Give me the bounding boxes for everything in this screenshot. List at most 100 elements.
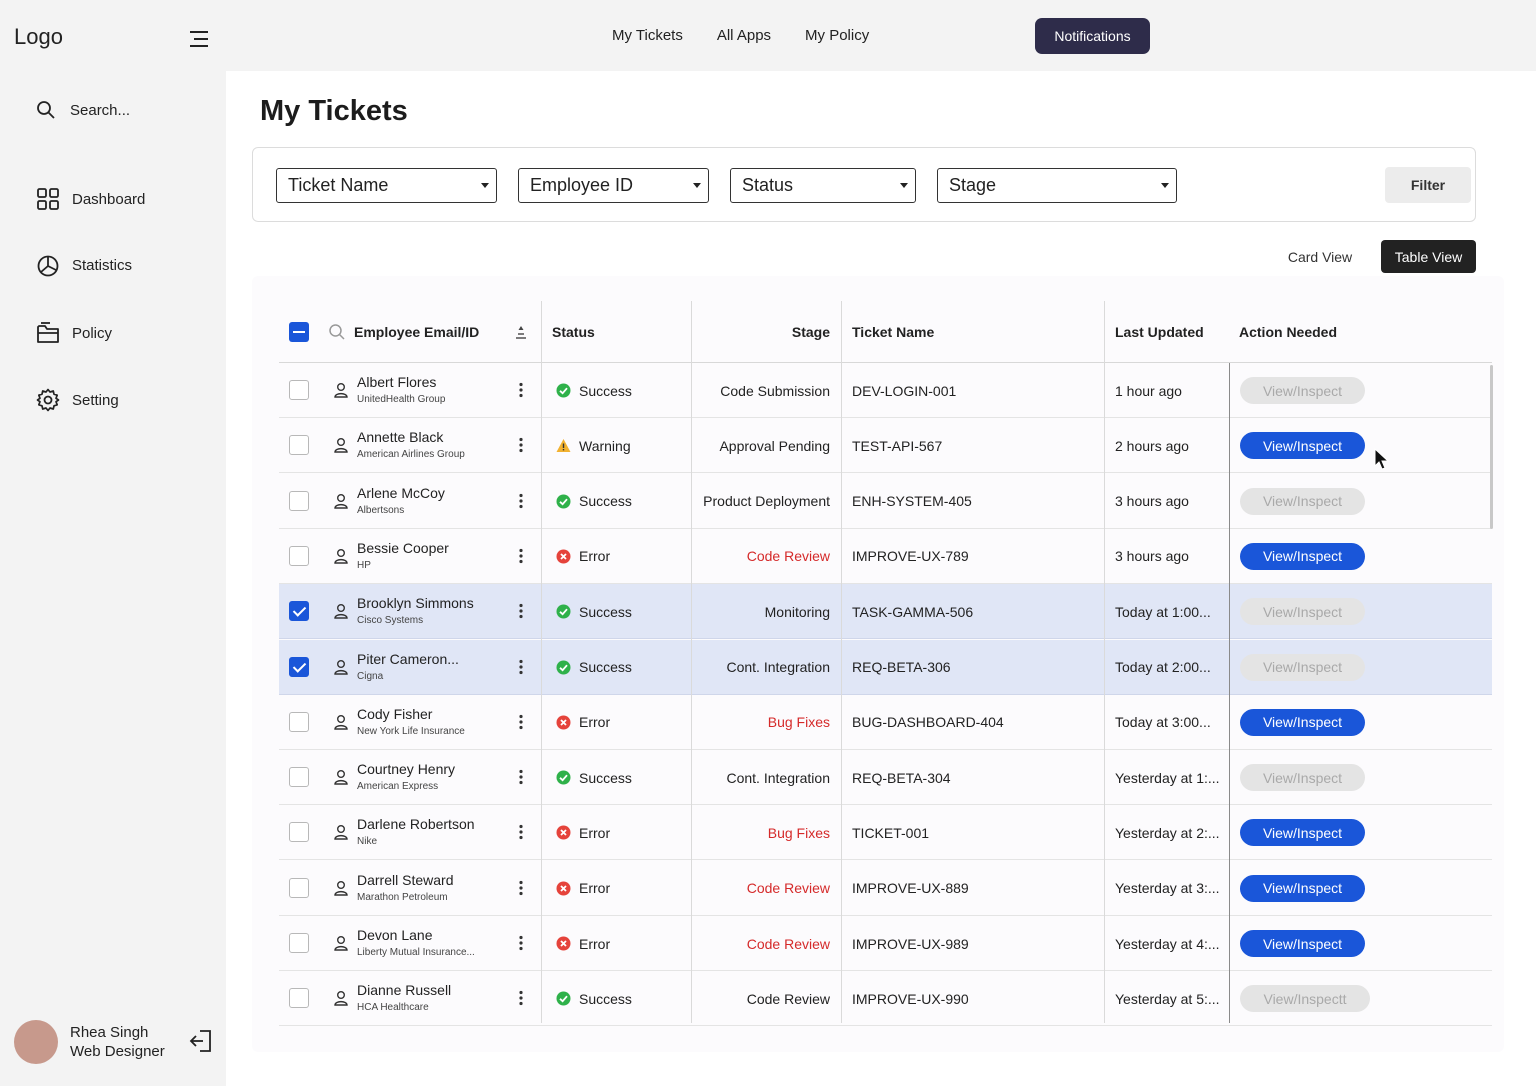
more-options-icon[interactable]: [519, 493, 523, 509]
user-icon: [334, 383, 348, 398]
header-stage[interactable]: Stage: [791, 324, 830, 340]
header-action-needed[interactable]: Action Needed: [1239, 324, 1338, 340]
table-row[interactable]: Courtney Henry American Express Success Con…: [279, 750, 1492, 806]
ticket-name: TEST-API-567: [852, 437, 943, 454]
user-profile[interactable]: Rhea Singh Web Designer: [14, 1020, 165, 1064]
search-icon[interactable]: [328, 323, 346, 341]
table-row[interactable]: Dianne Russell HCA Healthcare Success Code …: [279, 971, 1492, 1027]
view-inspect-button[interactable]: View/Inspect: [1240, 432, 1365, 460]
sidebar-item-policy[interactable]: Policy: [36, 321, 112, 345]
more-options-icon[interactable]: [519, 437, 523, 453]
logout-icon[interactable]: [188, 1028, 214, 1054]
table-row[interactable]: Darrell Steward Marathon Petroleum Error Co…: [279, 861, 1492, 916]
row-checkbox[interactable]: [289, 545, 309, 566]
employee-org: UnitedHealth Group: [357, 394, 446, 405]
view-inspect-button[interactable]: View/Inspect: [1240, 819, 1365, 847]
row-checkbox[interactable]: [289, 490, 309, 511]
view-inspect-button[interactable]: View/Inspect: [1240, 930, 1365, 957]
view-inspect-button[interactable]: View/Inspectt: [1240, 985, 1370, 1013]
view-inspect-button[interactable]: View/Inspect: [1240, 598, 1365, 626]
row-checkbox[interactable]: [289, 380, 309, 400]
more-options-icon[interactable]: [519, 714, 523, 730]
table-row[interactable]: Darlene Robertson Nike Error Bug Fixes TICKE…: [279, 805, 1492, 861]
row-checkbox[interactable]: [289, 767, 309, 788]
row-checkbox[interactable]: [289, 933, 309, 953]
user-icon: [334, 936, 348, 951]
filter-bar: Ticket Name Employee ID Status Stage Fil…: [252, 147, 1476, 222]
header-ticket-name[interactable]: Ticket Name: [852, 324, 935, 340]
table-row[interactable]: Arlene McCoy Albertsons Success Product Dep…: [279, 474, 1492, 529]
view-inspect-button[interactable]: View/Inspect: [1240, 653, 1365, 681]
tickets-table: Employee Email/ID Status Stage Ticket Na…: [252, 276, 1504, 1052]
table-row[interactable]: Devon Lane Liberty Mutual Insurance... Err…: [279, 916, 1492, 971]
view-inspect-button[interactable]: View/Inspect: [1240, 764, 1365, 792]
card-view-toggle[interactable]: Card View: [1287, 248, 1353, 265]
more-options-icon[interactable]: [519, 880, 523, 896]
ticket-name-select[interactable]: Ticket Name: [276, 168, 497, 203]
view-inspect-button[interactable]: View/Inspect: [1240, 874, 1365, 902]
employee-name: Courtney Henry: [357, 761, 456, 778]
last-updated: Yesterday at 4:...: [1115, 935, 1220, 952]
status-select[interactable]: Status: [730, 168, 916, 203]
stage-text: Monitoring: [764, 603, 830, 620]
more-options-icon[interactable]: [519, 769, 523, 785]
caret-down-icon: [481, 183, 489, 188]
employee-org: Marathon Petroleum: [357, 891, 448, 903]
table-header: Employee Email/ID Status Stage Ticket Na…: [279, 301, 1492, 363]
avatar[interactable]: [14, 1020, 58, 1064]
sidebar-item-setting[interactable]: Setting: [36, 388, 119, 412]
view-inspect-button[interactable]: View/Inspect: [1240, 542, 1365, 570]
employee-id-select[interactable]: Employee ID: [518, 168, 709, 203]
table-view-toggle[interactable]: Table View: [1381, 240, 1476, 273]
top-nav-my-tickets[interactable]: My Tickets: [612, 27, 683, 44]
row-checkbox[interactable]: [289, 656, 309, 677]
sidebar-item-dashboard[interactable]: Dashboard: [36, 187, 145, 211]
notifications-button[interactable]: Notifications: [1035, 18, 1150, 54]
top-nav-my-policy[interactable]: My Policy: [805, 27, 870, 44]
row-checkbox[interactable]: [289, 988, 309, 1009]
header-employee[interactable]: Employee Email/ID: [354, 324, 480, 340]
sort-icon[interactable]: [515, 325, 527, 339]
row-checkbox[interactable]: [289, 877, 309, 898]
more-options-icon[interactable]: [519, 824, 523, 840]
view-inspect-button[interactable]: View/Inspect: [1240, 708, 1365, 736]
more-options-icon[interactable]: [519, 548, 523, 564]
header-status[interactable]: Status: [552, 324, 595, 340]
stage-select[interactable]: Stage: [937, 168, 1177, 203]
table-row[interactable]: Annette Black American Airlines Group Warn…: [279, 418, 1492, 474]
table-row[interactable]: Cody Fisher New York Life Insurance Error B…: [279, 695, 1492, 750]
table-row[interactable]: Brooklyn Simmons Cisco Systems Success Moni…: [279, 584, 1492, 640]
status-text: Error: [579, 548, 611, 565]
row-checkbox[interactable]: [289, 435, 309, 456]
header-last-updated[interactable]: Last Updated: [1115, 324, 1204, 340]
stage-text: Cont. Integration: [726, 769, 830, 786]
filter-button[interactable]: Filter: [1385, 167, 1471, 203]
table-row[interactable]: Piter Cameron... Cigna Success Cont. Integr…: [279, 639, 1492, 695]
employee-org: HCA Healthcare: [357, 1002, 429, 1014]
more-options-icon[interactable]: [519, 990, 523, 1006]
sidebar-search[interactable]: Search...: [36, 100, 130, 120]
select-all-checkbox[interactable]: [289, 322, 309, 342]
more-options-icon[interactable]: [519, 659, 523, 675]
row-checkbox[interactable]: [289, 822, 309, 843]
stage-text: Approval Pending: [719, 437, 830, 454]
table-row[interactable]: Albert Flores UnitedHealth Group Success Co…: [279, 363, 1492, 418]
user-icon: [334, 770, 348, 785]
scrollbar-thumb[interactable]: [1490, 365, 1493, 529]
sidebar-item-statistics[interactable]: Statistics: [36, 253, 132, 277]
top-nav-all-apps[interactable]: All Apps: [716, 27, 772, 44]
view-inspect-button[interactable]: View/Inspect: [1240, 377, 1365, 404]
table-row[interactable]: Bessie Cooper HP Error Code Review IMPROVE-U…: [279, 529, 1492, 584]
ticket-name: REQ-BETA-306: [852, 659, 951, 675]
gear-icon: [36, 388, 60, 412]
menu-icon[interactable]: [188, 28, 210, 50]
status-text: Error: [579, 824, 611, 841]
row-checkbox[interactable]: [289, 711, 309, 732]
more-options-icon[interactable]: [519, 935, 523, 951]
view-inspect-button[interactable]: View/Inspect: [1240, 487, 1365, 515]
more-options-icon[interactable]: [519, 603, 523, 619]
more-options-icon[interactable]: [519, 382, 523, 398]
error-icon: [556, 936, 571, 951]
row-checkbox[interactable]: [289, 601, 309, 622]
employee-name: Devon Lane: [357, 927, 433, 943]
